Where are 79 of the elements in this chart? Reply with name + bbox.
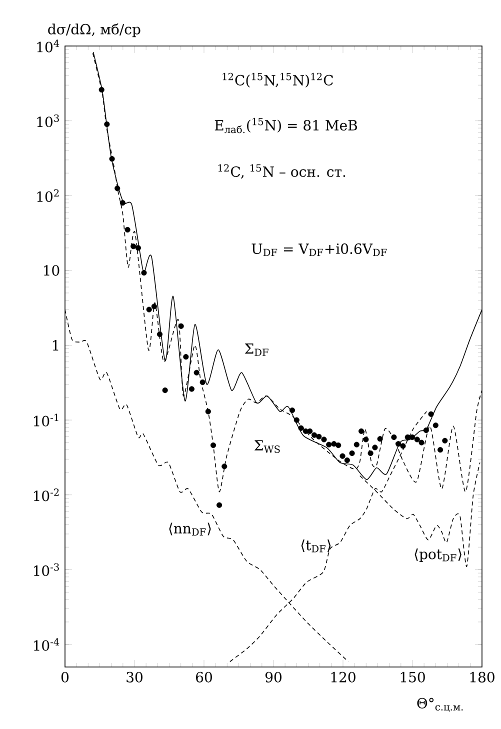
point [194, 370, 200, 376]
x-tick-label: 150 [400, 672, 425, 682]
series-label: ⟨nn$_{DF}$⟩ [169, 522, 211, 536]
series-label: Σ$_{DF}$ [244, 343, 268, 356]
y-tick-label: 10$^{-4}$ [34, 638, 60, 651]
point [432, 422, 438, 428]
point [120, 200, 126, 206]
point [146, 306, 152, 312]
point [210, 442, 216, 448]
series-label: ⟨pot$_{DF}$⟩ [414, 548, 462, 562]
y-tick-label: 10$^{2}$ [37, 189, 59, 202]
x-tick-label: 30 [126, 672, 142, 682]
point [200, 379, 206, 386]
y-axis-title: dσ/dΩ, мб/ср [48, 23, 140, 38]
point [344, 457, 350, 464]
point [400, 443, 406, 449]
annotation: $^{12}$C, $^{15}$N – осн. ст. [218, 164, 346, 179]
series-label: ⟨t$_{DF}$⟩ [301, 539, 331, 552]
point [331, 441, 337, 447]
point [98, 86, 104, 93]
point [205, 408, 211, 414]
point [216, 502, 222, 508]
point [321, 436, 327, 442]
x-tick-label: 120 [331, 672, 356, 682]
point [294, 417, 300, 423]
annotation: E$_{лаб.}$($^{15}$N) = 81 МеВ [214, 118, 358, 134]
annotation: $^{12}$C($^{15}$N,$^{15}$N)$^{12}$C [222, 72, 333, 88]
point [307, 428, 313, 434]
y-tick-label: 10$^{-1}$ [34, 414, 58, 426]
point [104, 121, 110, 128]
series-label: Σ$_{WS}$ [254, 440, 280, 453]
y-tick-label: 10$^{3}$ [37, 114, 59, 128]
point [178, 323, 184, 329]
y-tick-label: 10$^{4}$ [37, 40, 60, 52]
point [336, 442, 342, 448]
point [130, 244, 136, 250]
point [289, 408, 296, 414]
point [298, 425, 304, 431]
y-tick-label: 10 [44, 265, 60, 276]
y-tick-label: 10$^{-3}$ [34, 563, 59, 576]
x-axis-title: Θ°$_{с.ц.м.}$ [417, 698, 463, 712]
point [377, 436, 383, 442]
y-tick-label: 10$^{-2}$ [34, 488, 59, 502]
y-tick-label: 1 [52, 340, 58, 350]
point [442, 438, 448, 444]
point [423, 427, 429, 434]
point [114, 186, 120, 192]
point [124, 226, 130, 233]
point [418, 440, 424, 446]
annotation: U$_{DF}$ = V$_{DF}$+i0.6V$_{DF}$ [252, 243, 387, 256]
point [162, 387, 168, 394]
point [358, 428, 364, 434]
point [222, 464, 228, 470]
point [363, 436, 369, 442]
point [354, 442, 360, 448]
point [156, 332, 163, 338]
point [372, 444, 378, 450]
point [396, 441, 402, 447]
x-tick-label: 60 [196, 672, 212, 682]
point [368, 450, 374, 456]
point [151, 304, 157, 310]
point [135, 245, 141, 251]
point [414, 436, 420, 442]
point [340, 453, 346, 459]
x-tick-label: 180 [470, 672, 494, 682]
x-tick-label: 0 [61, 672, 69, 682]
point [428, 411, 434, 417]
point [141, 270, 147, 276]
point [316, 434, 322, 440]
x-tick-label: 90 [265, 672, 282, 682]
point [183, 354, 189, 360]
point [404, 434, 410, 440]
point [109, 156, 115, 162]
point [188, 386, 195, 392]
point [437, 447, 444, 453]
point [391, 434, 397, 440]
point [311, 432, 318, 438]
point [349, 450, 355, 456]
point [326, 442, 332, 448]
